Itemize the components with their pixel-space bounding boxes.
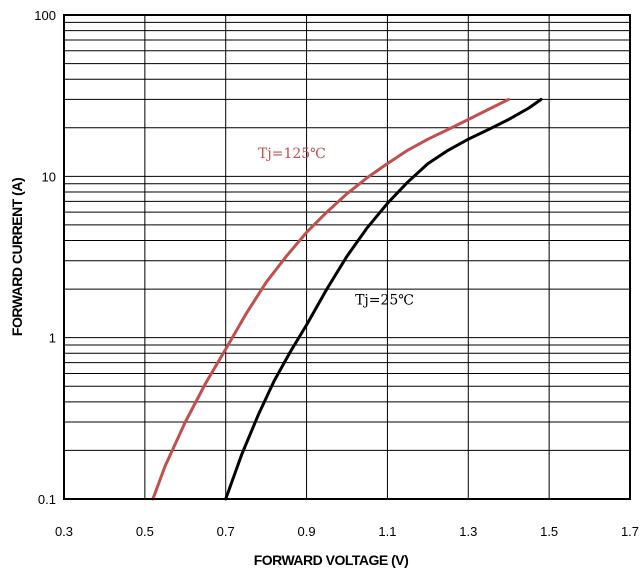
y-tick-label: 1 — [49, 331, 56, 346]
y-tick-label: 10 — [42, 169, 56, 184]
x-tick-label: 1.5 — [540, 524, 558, 539]
y-axis-title: FORWARD CURRENT (A) — [9, 178, 25, 336]
annotation-tj125: Tj=125℃ — [258, 146, 326, 162]
tick-labels: 0.3 0.5 0.7 0.9 1.1 1.3 1.5 1.7 0.1 1 10 100 — [34, 8, 639, 539]
x-tick-label: 0.9 — [298, 524, 316, 539]
y-tick-label: 0.1 — [38, 492, 56, 507]
series-line-tj125 — [151, 97, 511, 501]
curve-annotations: Tj=125℃ Tj=25℃ — [258, 146, 414, 309]
x-tick-label: 0.7 — [217, 524, 235, 539]
plot-frame — [63, 14, 631, 500]
x-tick-label: 0.5 — [136, 524, 154, 539]
y-tick-label: 100 — [34, 8, 56, 23]
series-line-tj25 — [224, 97, 543, 501]
x-tick-label: 0.3 — [55, 524, 73, 539]
annotation-tj25: Tj=25℃ — [355, 293, 414, 309]
x-tick-label: 1.1 — [378, 524, 396, 539]
series-curves — [151, 97, 543, 501]
x-tick-label: 1.3 — [459, 524, 477, 539]
x-axis-title: FORWARD VOLTAGE (V) — [254, 552, 409, 568]
x-tick-label: 1.7 — [621, 524, 639, 539]
